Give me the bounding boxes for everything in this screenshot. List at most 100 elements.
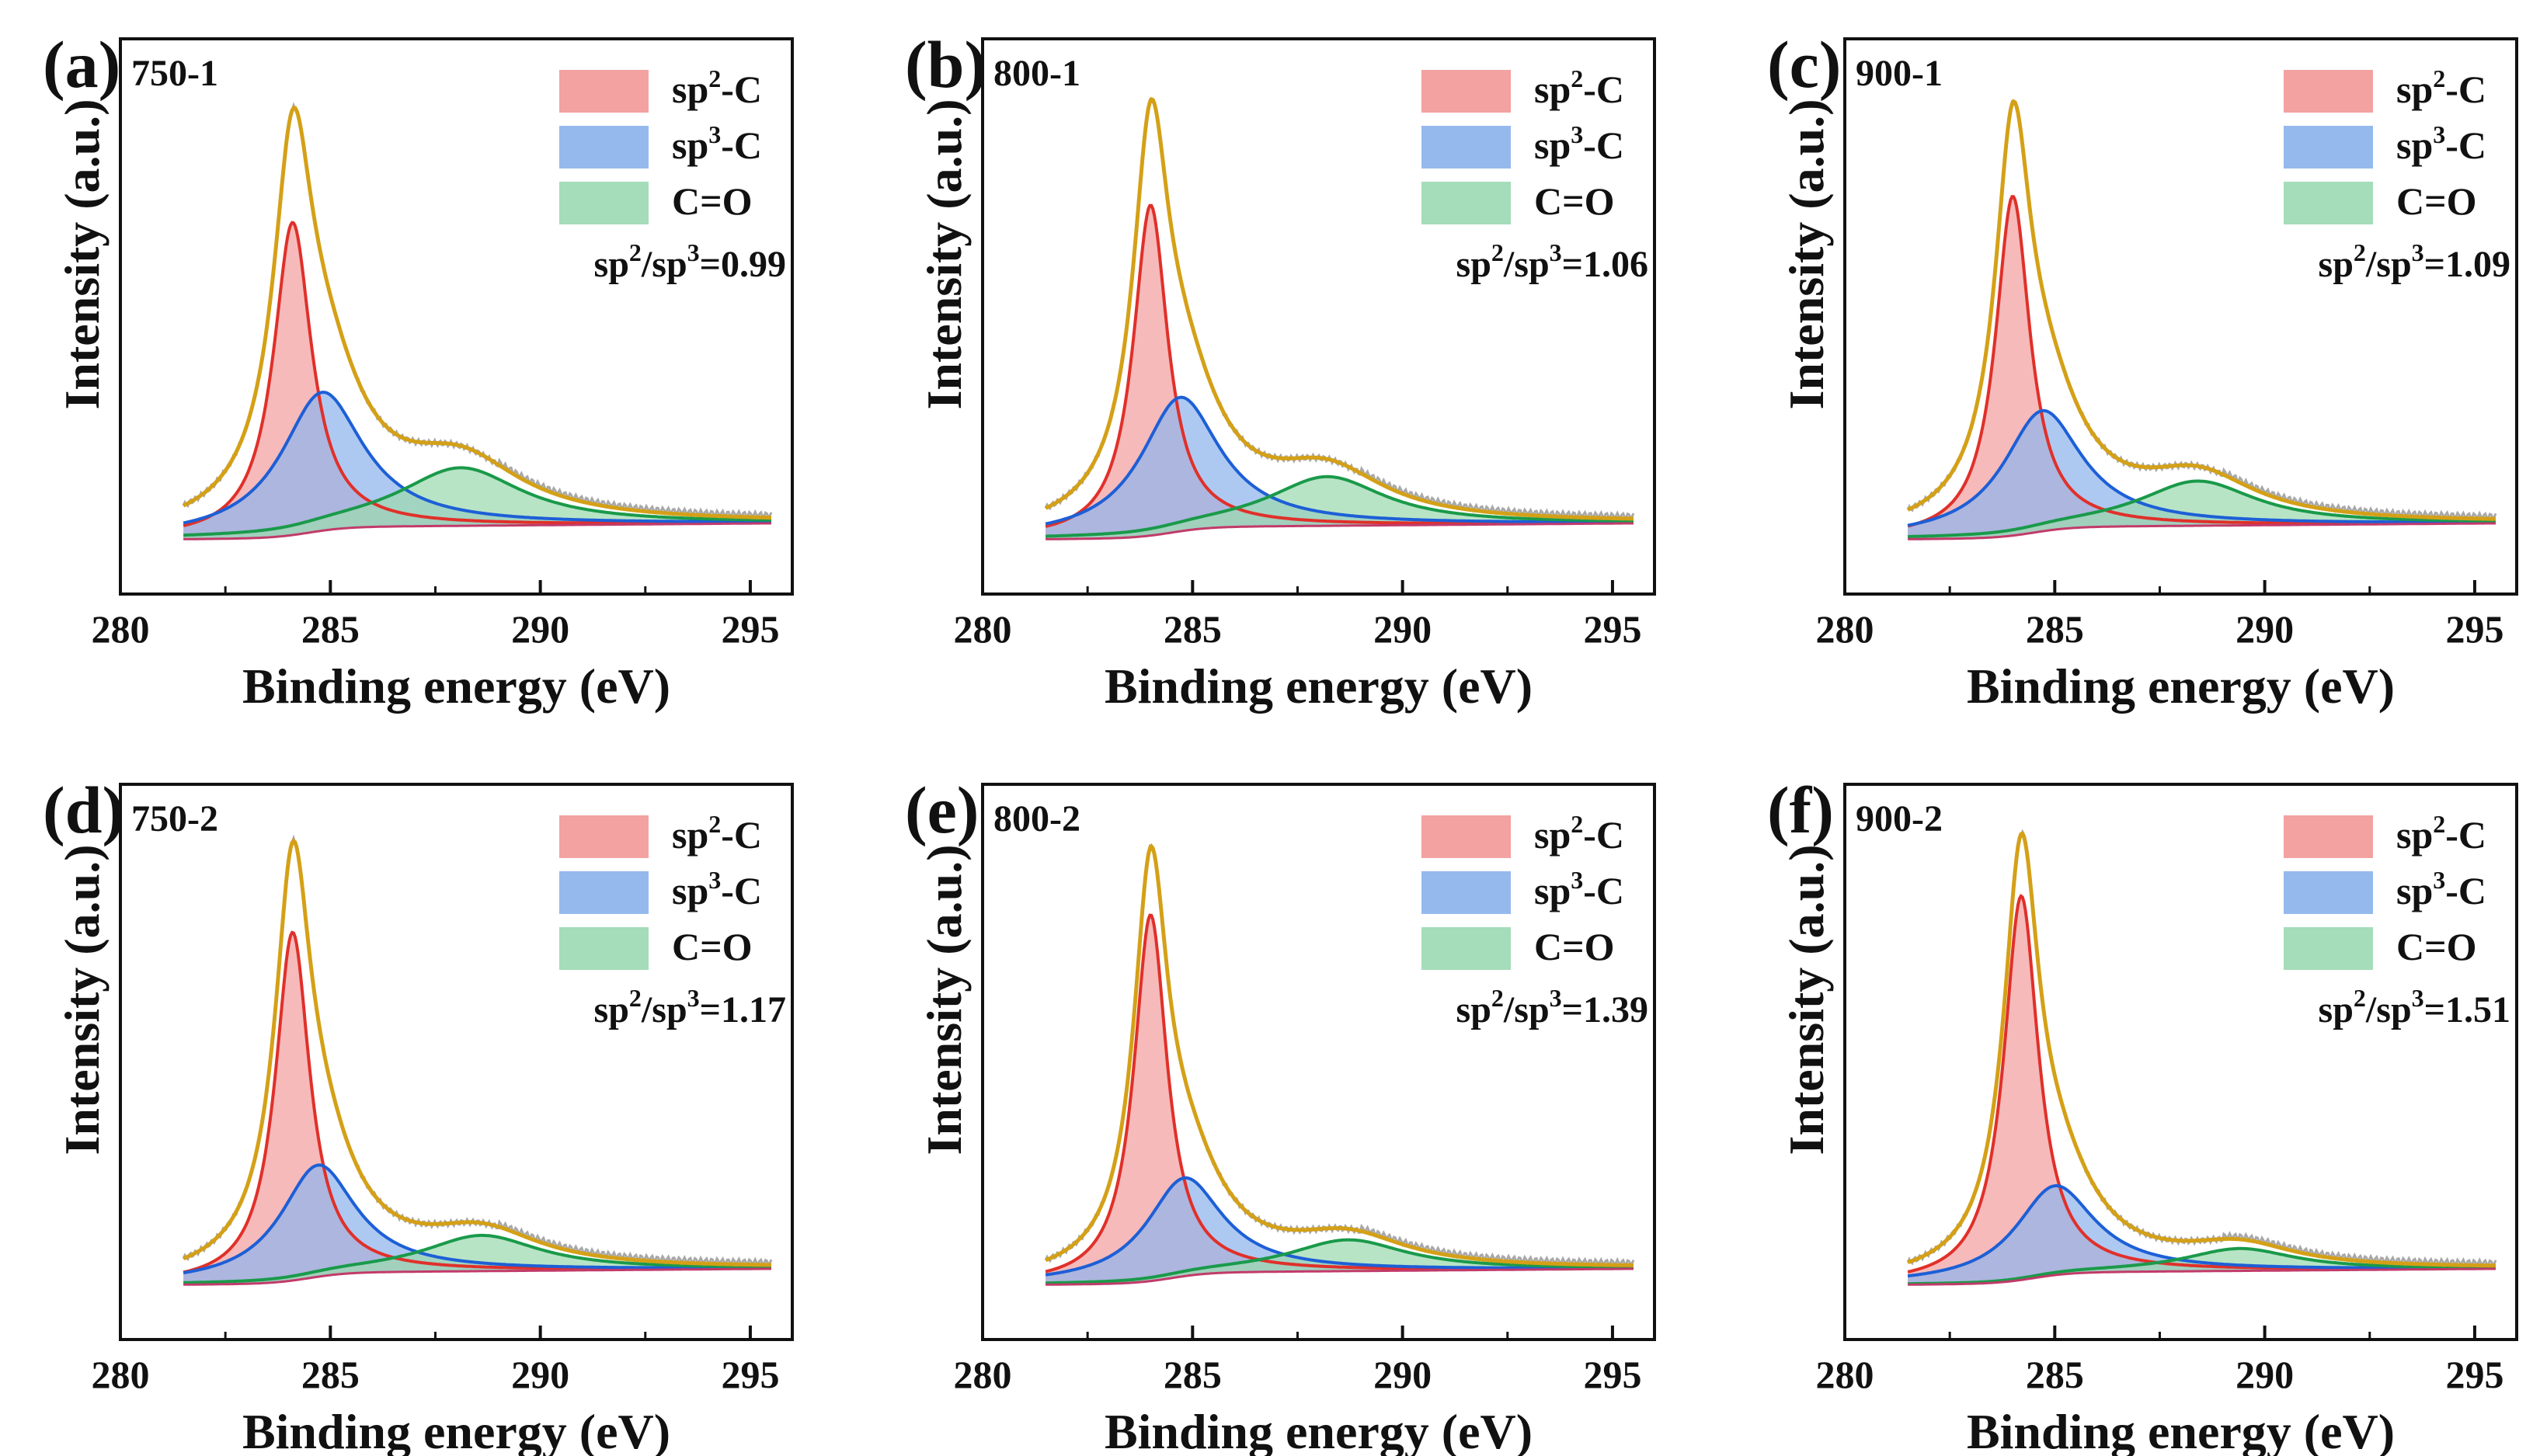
legend-swatch <box>2284 815 2373 858</box>
sp3-peak-line <box>183 391 771 525</box>
ratio-sup2: 3 <box>1550 984 1562 1012</box>
legend-swatch <box>559 182 649 224</box>
legend-label-base: sp <box>2396 869 2433 912</box>
legend-label: sp2-C <box>1534 64 1624 111</box>
ratio-c: =1.06 <box>1562 244 1648 285</box>
sp3-peak-fill <box>1908 1185 2496 1285</box>
ratio-sup1: 2 <box>1491 238 1504 266</box>
legend-label: sp3-C <box>672 866 762 912</box>
ratio-b: /sp <box>2365 244 2412 285</box>
ratio-sup1: 2 <box>2354 984 2366 1012</box>
y-axis-label: Intensity (a.u.) <box>54 99 110 409</box>
ratio-sup2: 3 <box>687 984 700 1012</box>
legend-swatch <box>2284 927 2373 970</box>
x-tick-label: 280 <box>92 1353 150 1396</box>
ratio-c: =0.99 <box>700 244 786 285</box>
ratio-c: =1.09 <box>2424 244 2510 285</box>
sp3-peak-line <box>1045 395 1634 526</box>
ratio-c: =1.39 <box>1562 989 1648 1030</box>
legend-label-sup: 3 <box>2433 120 2445 148</box>
legend-label: sp2-C <box>1534 810 1624 857</box>
legend-label-tail: -C <box>1583 123 1624 167</box>
ratio-sup1: 2 <box>629 238 642 266</box>
legend-label: sp2-C <box>672 64 762 111</box>
legend-label: sp3-C <box>2396 866 2486 912</box>
legend-label-sup: 2 <box>708 810 721 838</box>
x-tick-label: 280 <box>1816 1353 1874 1396</box>
legend-label-sup: 2 <box>1571 64 1583 92</box>
ratio-sup1: 2 <box>2354 238 2366 266</box>
legend-label-base: sp <box>1534 813 1571 857</box>
legend-label-base: sp <box>672 123 708 167</box>
x-tick-label: 285 <box>2026 607 2084 651</box>
legend-label-base: C=O <box>2396 179 2477 223</box>
sp2-peak-fill <box>1046 915 1634 1285</box>
sp3-peak-fill <box>1046 397 1634 540</box>
x-tick-label: 290 <box>1373 1353 1432 1396</box>
co-peak-line <box>183 1233 771 1284</box>
ratio-label: sp2/sp3=1.51 <box>2319 984 2510 1030</box>
background-line <box>1908 1267 2496 1286</box>
sample-label: 750-1 <box>131 53 218 94</box>
ratio-label: sp2/sp3=1.06 <box>1456 238 1648 285</box>
legend-label-base: C=O <box>672 179 753 223</box>
x-tick-label: 285 <box>1164 607 1222 651</box>
legend-swatch <box>2284 182 2373 224</box>
ratio-label: sp2/sp3=0.99 <box>594 238 786 285</box>
legend-label: C=O <box>2396 179 2477 223</box>
legend-swatch <box>559 927 649 970</box>
x-tick-label: 295 <box>1583 607 1641 651</box>
legend-label: C=O <box>672 179 753 223</box>
legend-label-base: sp <box>672 869 708 912</box>
x-tick-label: 285 <box>1164 1353 1222 1396</box>
legend-label-tail: -C <box>2445 813 2486 857</box>
legend-label: sp2-C <box>2396 64 2486 111</box>
x-tick-label: 290 <box>1373 607 1432 651</box>
background-line <box>1908 522 2496 540</box>
sp3-peak-line <box>1907 1183 2496 1278</box>
axes-frame <box>119 783 794 1341</box>
legend-label-base: sp <box>672 813 708 857</box>
co-peak-line <box>1908 479 2496 538</box>
y-axis-label: Intensity (a.u.) <box>1779 844 1834 1155</box>
sp3-peak-line <box>1907 408 2496 527</box>
legend-label-sup: 3 <box>2433 866 2445 894</box>
legend-label-tail: -C <box>721 813 762 857</box>
panel-2: 280 285 290 295 Binding energy (eV) Intensity… <box>905 27 1656 714</box>
sample-label: 750-2 <box>131 798 218 839</box>
legend-label: C=O <box>1534 925 1615 968</box>
axes-frame <box>981 37 1656 596</box>
x-axis-label: Binding energy (eV) <box>1967 659 2395 714</box>
legend-label-sup: 2 <box>2433 64 2445 92</box>
envelope-line <box>1907 831 2496 1268</box>
co-peak-line <box>1908 1246 2496 1286</box>
legend-label-base: sp <box>1534 869 1571 912</box>
ratio-a: sp <box>2319 244 2354 285</box>
envelope-line <box>1907 99 2496 521</box>
x-tick-label: 295 <box>2445 607 2503 651</box>
x-tick-label: 280 <box>954 1353 1012 1396</box>
legend-label: sp2-C <box>672 810 762 857</box>
legend-label: sp3-C <box>1534 120 1624 167</box>
panel-1: 280 285 290 295 Binding energy (eV) Intensity… <box>43 27 794 714</box>
legend-label-tail: -C <box>1583 68 1624 111</box>
legend-swatch <box>559 871 649 914</box>
legend-swatch <box>1421 871 1511 914</box>
legend-label-base: C=O <box>672 925 753 968</box>
axes-frame <box>1843 783 2518 1341</box>
ratio-a: sp <box>594 989 629 1030</box>
panel-letter: (a) <box>43 27 120 102</box>
legend-swatch <box>2284 871 2373 914</box>
panel-letter: (b) <box>905 27 986 102</box>
co-peak-fill <box>183 1235 772 1285</box>
ratio-b: /sp <box>641 989 687 1030</box>
ratio-sup1: 2 <box>1491 984 1504 1012</box>
x-tick-label: 280 <box>1816 607 1874 651</box>
envelope-line <box>183 838 772 1267</box>
legend-label-sup: 3 <box>1571 120 1583 148</box>
sp3-peak-line <box>1045 1176 1634 1277</box>
sample-label: 900-1 <box>1856 53 1943 94</box>
legend-label-tail: -C <box>2445 869 2486 912</box>
x-tick-label: 290 <box>511 607 569 651</box>
